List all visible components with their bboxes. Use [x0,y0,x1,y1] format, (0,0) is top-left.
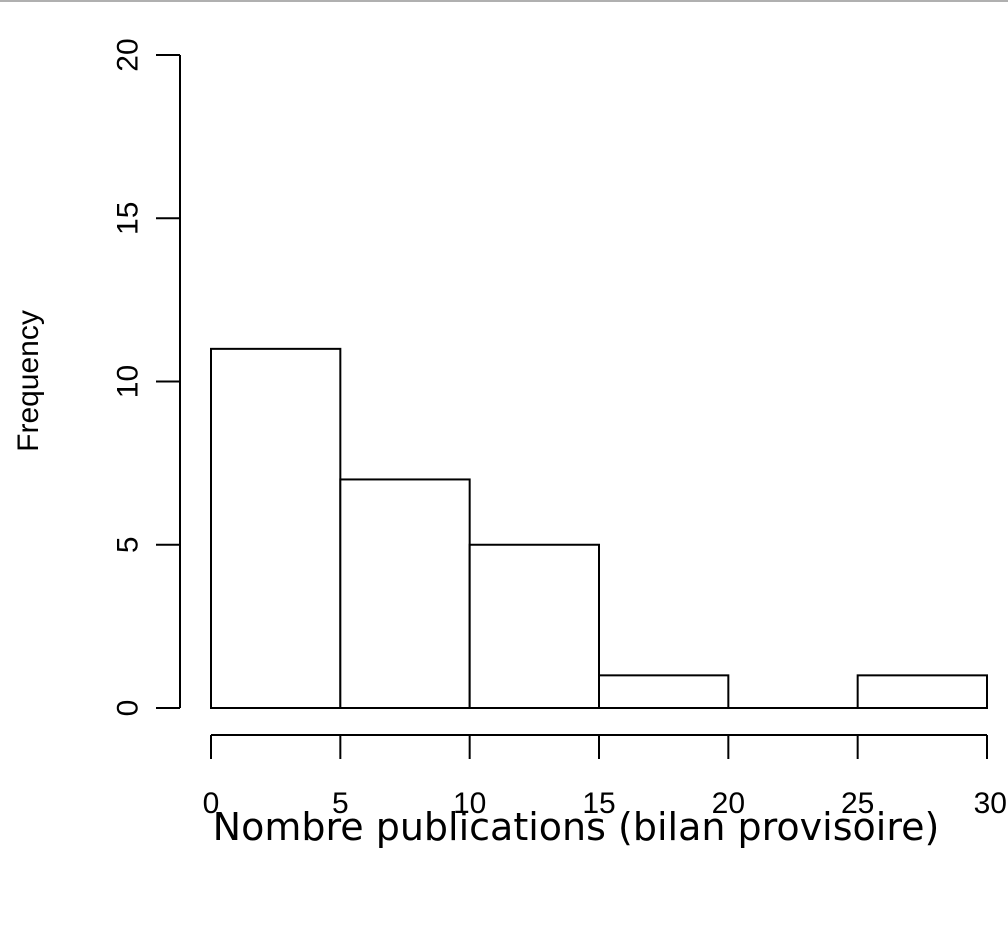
x-tick-label: 30 [974,787,1007,820]
x-tick-label: 10 [453,787,486,820]
x-tick-label: 20 [712,787,745,820]
top-border [0,0,1008,2]
y-tick-label: 0 [112,700,145,717]
x-tick-label: 25 [841,787,874,820]
x-tick-label: 5 [332,787,349,820]
x-axis: 0 5 10 15 20 25 30 [203,734,1007,820]
y-axis-label: Frequency [12,310,45,452]
x-tick-label: 15 [582,787,615,820]
y-axis: 0 5 10 15 20 [112,38,181,716]
histogram-bar-1 [339,478,471,710]
y-tick-label: 15 [112,202,145,235]
histogram-bar-2 [468,543,600,709]
x-axis-label: Nombre publications (bilan provisoire) [213,805,940,849]
y-tick-label: 5 [112,536,145,553]
y-tick-label: 20 [112,38,145,71]
bars-layer [210,347,989,710]
histogram-bar-0 [210,347,342,709]
histogram-bar-5 [856,674,989,709]
y-tick-label: 10 [112,365,145,398]
histogram-bar-3 [598,674,730,709]
x-tick-label: 0 [203,787,220,820]
